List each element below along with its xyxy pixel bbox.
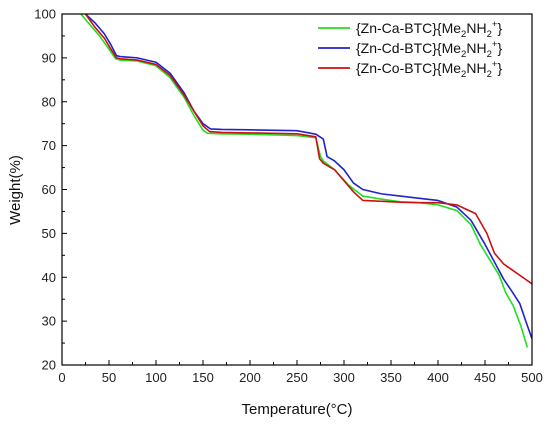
series-line-1 [80, 14, 529, 348]
legend-label-3: {Zn-Co-BTC}{Me2NH2+} [356, 59, 502, 80]
legend-label-1: {Zn-Ca-BTC}{Me2NH2+} [356, 19, 502, 40]
legend-label-2: {Zn-Cd-BTC}{Me2NH2+} [356, 39, 502, 60]
x-axis-title: Temperature(°C) [241, 401, 352, 418]
y-tick-label: 50 [42, 226, 56, 241]
y-axis: 20 30 40 50 60 70 80 90 100 [34, 7, 67, 373]
x-tick-label: 500 [521, 370, 543, 385]
x-tick-label: 300 [333, 370, 355, 385]
series-layer [80, 14, 532, 348]
x-tick-label: 50 [102, 370, 116, 385]
legend: {Zn-Ca-BTC}{Me2NH2+}{Zn-Cd-BTC}{Me2NH2+}… [318, 19, 502, 80]
x-tick-label: 450 [474, 370, 496, 385]
x-axis: 0 50 100 150 200 250 300 350 400 450 500 [58, 360, 543, 385]
y-tick-label: 80 [42, 94, 56, 109]
y-axis-title: Weight(%) [7, 155, 24, 225]
series-line-2 [84, 14, 532, 339]
y-tick-label: 90 [42, 50, 56, 65]
x-tick-label: 100 [145, 370, 167, 385]
y-tick-label: 40 [42, 270, 56, 285]
x-tick-label: 400 [427, 370, 449, 385]
x-tick-label: 250 [286, 370, 308, 385]
x-tick-label: 150 [192, 370, 214, 385]
y-tick-label: 20 [42, 358, 56, 373]
y-tick-label: 100 [34, 7, 56, 22]
x-tick-label: 200 [239, 370, 261, 385]
series-line-3 [84, 14, 532, 285]
plot-frame [61, 13, 533, 366]
y-tick-label: 30 [42, 314, 56, 329]
x-tick-label: 0 [58, 370, 65, 385]
y-tick-label: 60 [42, 182, 56, 197]
x-tick-label: 350 [380, 370, 402, 385]
y-tick-label: 70 [42, 138, 56, 153]
